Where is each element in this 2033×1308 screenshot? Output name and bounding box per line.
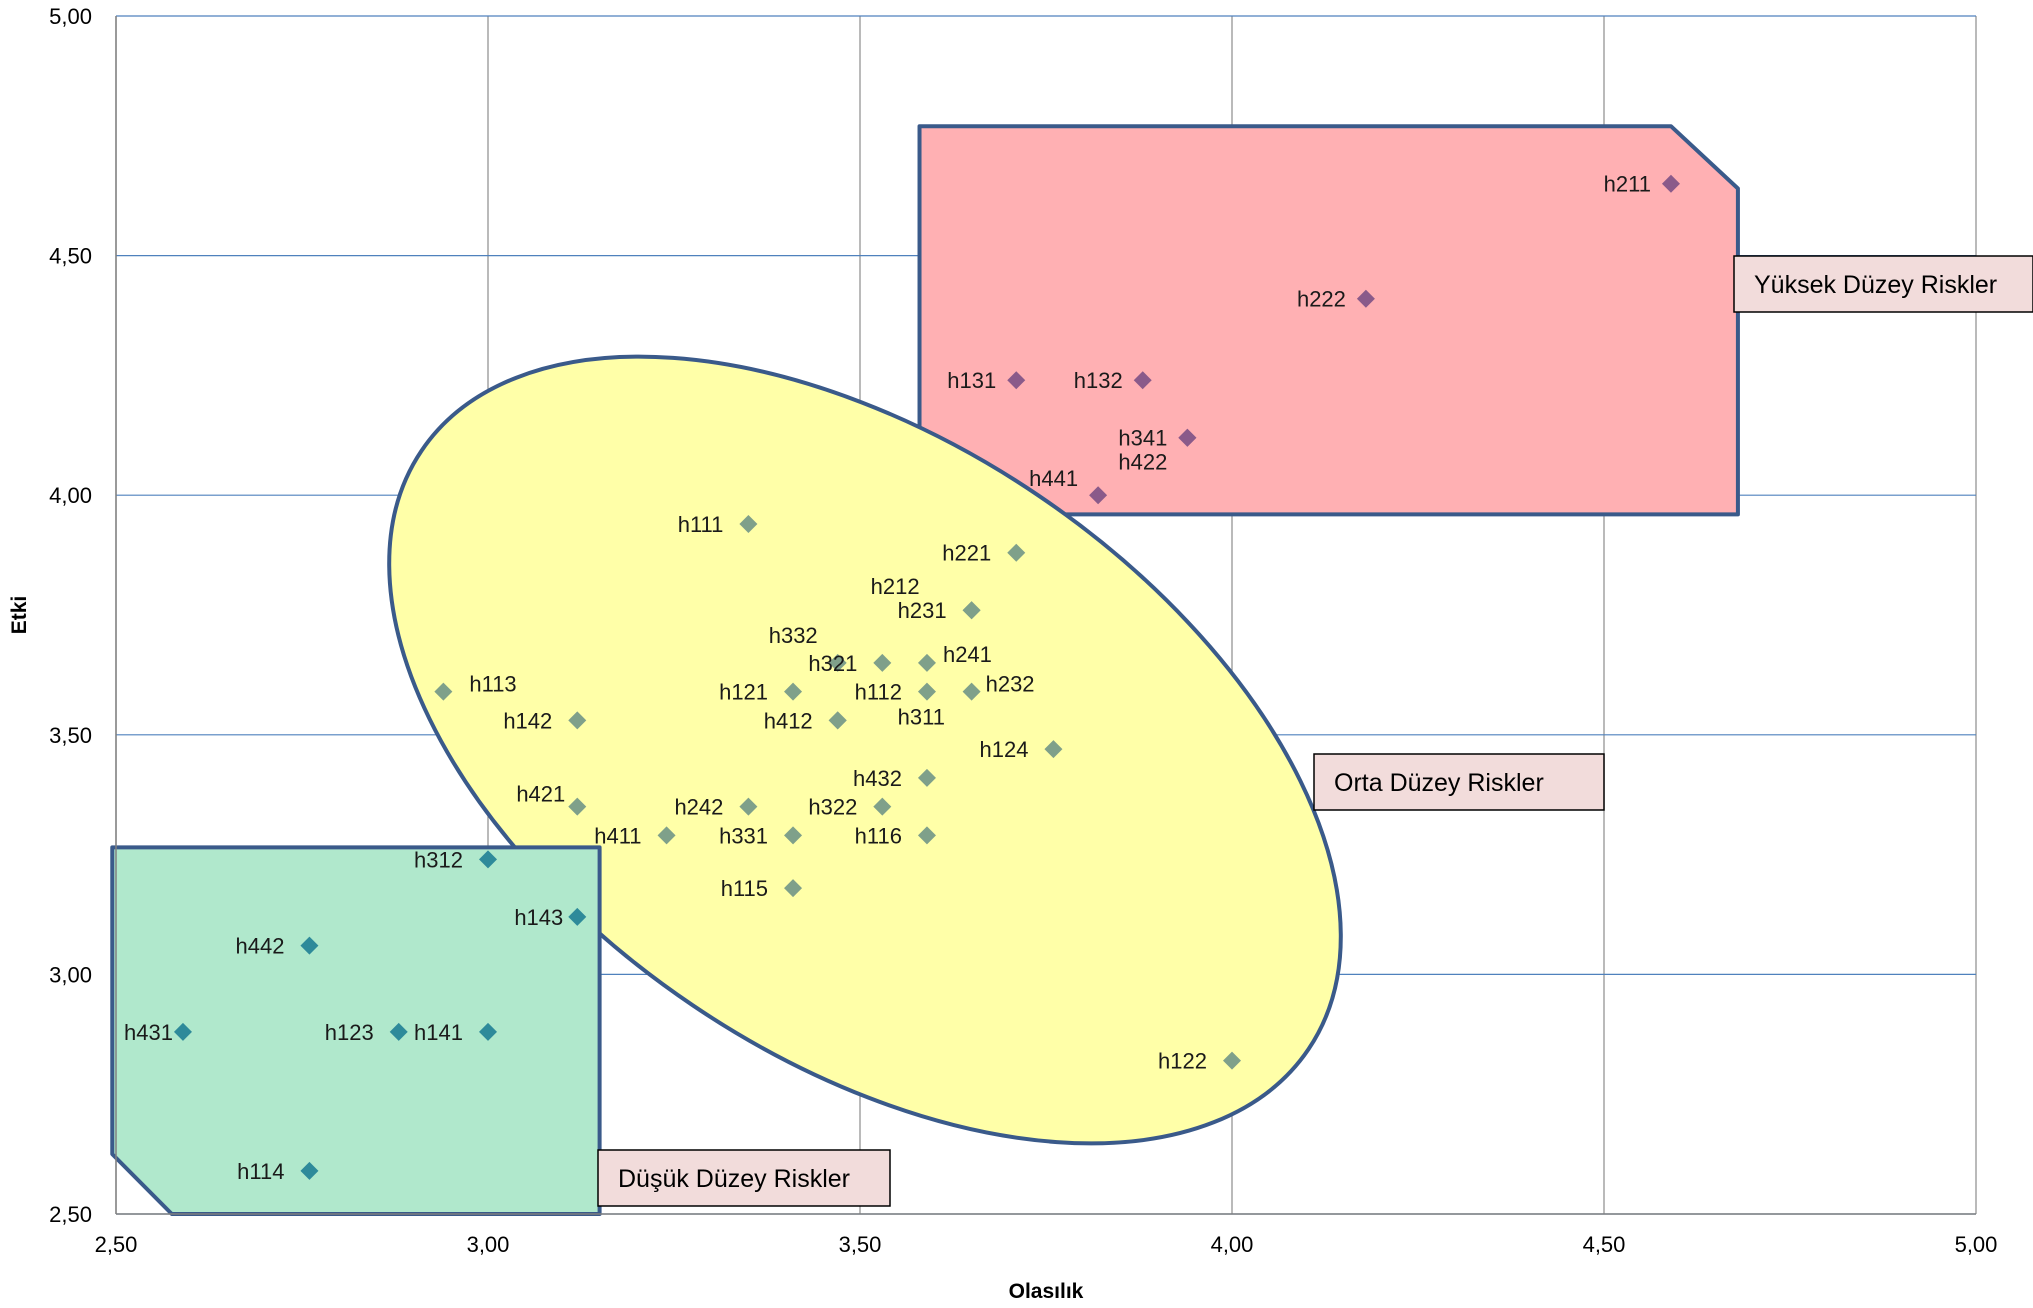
data-point-h311 xyxy=(828,711,847,730)
data-point-h115 xyxy=(784,879,803,898)
data-label-h331: h331 xyxy=(719,823,768,848)
data-label-h232: h232 xyxy=(986,672,1035,697)
data-label-h241: h241 xyxy=(943,642,992,667)
data-label-h332: h332 xyxy=(769,623,818,648)
data-point-h221 xyxy=(1007,543,1026,562)
data-point-h321 xyxy=(873,653,892,672)
y-tick-label: 5,00 xyxy=(49,4,92,29)
region-label-box-low xyxy=(597,1149,891,1207)
data-point-h211 xyxy=(1661,174,1680,193)
data-point-h222 xyxy=(1356,289,1375,308)
data-point-h114 xyxy=(300,1161,319,1180)
data-point-h141 xyxy=(479,1022,497,1041)
data-point-h232 xyxy=(962,682,981,701)
data-label-h143: h143 xyxy=(514,905,563,930)
data-point-h131 xyxy=(1007,371,1026,390)
y-tick-label: 3,50 xyxy=(49,723,92,748)
data-label-h231: h231 xyxy=(898,598,947,623)
x-tick-label: 5,00 xyxy=(1955,1232,1998,1257)
data-point-h421 xyxy=(568,797,587,816)
y-tick-label: 4,00 xyxy=(49,483,92,508)
data-label-h442: h442 xyxy=(235,934,284,959)
data-point-h322 xyxy=(873,797,892,816)
data-label-h111: h111 xyxy=(678,512,724,537)
data-label-h441: h441 xyxy=(1029,466,1078,491)
data-label-h242: h242 xyxy=(674,795,723,820)
data-points xyxy=(173,174,1680,1180)
region-label-box-mid xyxy=(1313,753,1605,811)
data-label-h412: h412 xyxy=(764,708,813,733)
x-tick-label: 4,00 xyxy=(1211,1232,1254,1257)
data-label-h114: h114 xyxy=(237,1159,284,1184)
x-tick-label: 3,50 xyxy=(839,1232,882,1257)
data-point-h431 xyxy=(173,1022,192,1041)
data-point-h411 xyxy=(657,826,676,845)
x-tick-label: 2,50 xyxy=(95,1232,138,1257)
data-label-h341: h341 xyxy=(1118,426,1167,451)
data-label-h422: h422 xyxy=(1118,450,1167,475)
data-label-h311: h311 xyxy=(898,704,945,729)
data-point-h432 xyxy=(917,768,936,787)
data-point-h132 xyxy=(1133,371,1152,390)
data-label-h116: h116 xyxy=(855,823,902,848)
region-labels: Yüksek Düzey Riskler Orta Düzey Riskler Dü… xyxy=(597,255,2033,1207)
data-point-h116 xyxy=(917,826,936,845)
data-label-h411: h411 xyxy=(594,823,641,848)
data-label-h123: h123 xyxy=(325,1020,374,1045)
data-label-h212: h212 xyxy=(871,574,920,599)
data-point-h442 xyxy=(300,936,319,955)
axes: 2,50 3,00 3,50 4,00 4,50 5,00 2,50 3,00 3,50 4,00… xyxy=(49,4,1997,1257)
data-point-h422 xyxy=(1178,428,1197,447)
data-label-h112: h112 xyxy=(855,680,902,705)
region-label-mid: Orta Düzey Riskler xyxy=(1334,769,1544,797)
region-label-box-high xyxy=(1733,255,2033,313)
data-point-h332 xyxy=(828,653,847,672)
data-label-h131: h131 xyxy=(947,368,996,393)
data-label-h432: h432 xyxy=(853,766,902,791)
data-point-h242 xyxy=(739,797,758,816)
data-point-h142 xyxy=(568,711,587,730)
y-tick-label: 4,50 xyxy=(49,244,92,269)
data-label-h222: h222 xyxy=(1297,287,1346,312)
data-label-h322: h322 xyxy=(808,795,857,820)
x-axis-title: Olasılık xyxy=(1009,1280,1084,1303)
data-point-h441 xyxy=(1089,486,1108,505)
data-point-h123 xyxy=(389,1022,408,1041)
data-label-h221: h221 xyxy=(942,541,991,566)
data-label-h121: h121 xyxy=(719,680,768,705)
data-label-h142: h142 xyxy=(503,708,552,733)
data-label-h211: h211 xyxy=(1604,172,1651,197)
data-label-h321: h321 xyxy=(808,651,857,676)
data-label-h132: h132 xyxy=(1074,368,1123,393)
data-label-h124: h124 xyxy=(979,737,1028,762)
x-tick-label: 3,00 xyxy=(467,1232,510,1257)
data-label-h113: h113 xyxy=(469,672,516,697)
data-point-h231 xyxy=(962,601,981,620)
data-point-h112 xyxy=(917,682,936,701)
y-tick-label: 2,50 xyxy=(49,1202,92,1227)
data-label-h431: h431 xyxy=(124,1020,173,1045)
data-label-h421: h421 xyxy=(516,782,565,807)
y-tick-label: 3,00 xyxy=(49,962,92,987)
data-label-h141: h141 xyxy=(414,1020,463,1045)
data-point-h143 xyxy=(568,907,587,926)
region-label-high: Yüksek Düzey Riskler xyxy=(1754,271,1997,299)
data-label-h115: h115 xyxy=(721,876,768,901)
data-point-h312 xyxy=(479,850,497,869)
data-point-h241 xyxy=(917,653,936,672)
data-label-h122: h122 xyxy=(1158,1049,1207,1074)
data-point-h124 xyxy=(1044,740,1063,759)
medium-risk-region xyxy=(387,354,1343,1146)
data-point-h111 xyxy=(739,514,758,533)
data-label-h312: h312 xyxy=(414,847,463,872)
data-point-h331 xyxy=(784,826,803,845)
y-axis-title: Etki xyxy=(8,596,31,635)
x-tick-label: 4,50 xyxy=(1583,1232,1626,1257)
data-point-h113 xyxy=(434,682,453,701)
region-label-low: Düşük Düzey Riskler xyxy=(618,1165,850,1193)
data-point-h122 xyxy=(1223,1051,1241,1070)
data-point-h121 xyxy=(784,682,803,701)
